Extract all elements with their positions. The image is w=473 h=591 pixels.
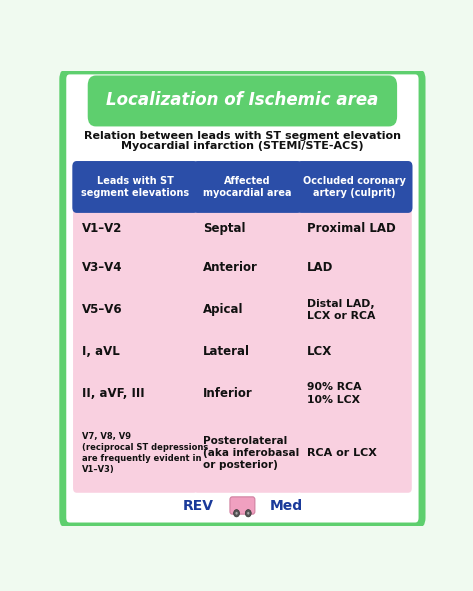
Text: Med: Med	[270, 499, 303, 512]
Text: Lateral: Lateral	[203, 345, 250, 358]
FancyBboxPatch shape	[73, 285, 197, 335]
Text: Proximal LAD: Proximal LAD	[307, 222, 395, 235]
Text: Anterior: Anterior	[203, 261, 258, 274]
Text: Localization of Ischemic area: Localization of Ischemic area	[106, 91, 378, 109]
Circle shape	[236, 512, 237, 515]
Text: Leads with ST
segment elevations: Leads with ST segment elevations	[81, 176, 189, 199]
FancyBboxPatch shape	[298, 285, 412, 335]
FancyBboxPatch shape	[298, 206, 412, 251]
Text: V5–V6: V5–V6	[82, 303, 123, 316]
Text: LAD: LAD	[307, 261, 333, 274]
FancyBboxPatch shape	[73, 246, 197, 290]
FancyBboxPatch shape	[194, 329, 301, 374]
Text: Affected
myocardial area: Affected myocardial area	[203, 176, 292, 199]
Text: I, aVL: I, aVL	[82, 345, 120, 358]
FancyBboxPatch shape	[73, 413, 197, 493]
Text: V7, V8, V9
(reciprocal ST depressions
are frequently evident in
V1–V3): V7, V8, V9 (reciprocal ST depressions ar…	[82, 432, 209, 474]
Circle shape	[234, 509, 239, 517]
Text: Myocardial infarction (STEMI/STE-ACS): Myocardial infarction (STEMI/STE-ACS)	[121, 141, 364, 151]
FancyBboxPatch shape	[63, 71, 422, 526]
FancyBboxPatch shape	[193, 161, 302, 213]
Text: II, aVF, III: II, aVF, III	[82, 387, 145, 400]
Text: Apical: Apical	[203, 303, 244, 316]
FancyBboxPatch shape	[194, 413, 301, 493]
FancyBboxPatch shape	[73, 329, 197, 374]
Text: RCA or LCX: RCA or LCX	[307, 448, 377, 458]
Text: 90% RCA
10% LCX: 90% RCA 10% LCX	[307, 382, 361, 405]
Text: V1–V2: V1–V2	[82, 222, 123, 235]
FancyBboxPatch shape	[194, 246, 301, 290]
FancyBboxPatch shape	[298, 329, 412, 374]
Text: Relation between leads with ST segment elevation: Relation between leads with ST segment e…	[84, 131, 401, 141]
Text: LCX: LCX	[307, 345, 332, 358]
FancyBboxPatch shape	[298, 369, 412, 418]
FancyBboxPatch shape	[298, 246, 412, 290]
FancyBboxPatch shape	[72, 161, 198, 213]
Text: V3–V4: V3–V4	[82, 261, 123, 274]
FancyBboxPatch shape	[297, 161, 412, 213]
Circle shape	[245, 509, 251, 517]
Text: Distal LAD,
LCX or RCA: Distal LAD, LCX or RCA	[307, 298, 375, 321]
Text: Inferior: Inferior	[203, 387, 253, 400]
FancyBboxPatch shape	[194, 369, 301, 418]
Text: Septal: Septal	[203, 222, 245, 235]
FancyBboxPatch shape	[298, 413, 412, 493]
Text: REV: REV	[183, 499, 214, 512]
FancyBboxPatch shape	[73, 206, 197, 251]
FancyBboxPatch shape	[73, 369, 197, 418]
FancyBboxPatch shape	[88, 76, 397, 126]
FancyBboxPatch shape	[194, 285, 301, 335]
Text: Posterolateral
(aka inferobasal
or posterior): Posterolateral (aka inferobasal or poste…	[203, 436, 299, 470]
Text: Occluded coronary
artery (culprit): Occluded coronary artery (culprit)	[303, 176, 406, 199]
FancyBboxPatch shape	[230, 497, 255, 514]
Circle shape	[247, 512, 249, 515]
FancyBboxPatch shape	[194, 206, 301, 251]
